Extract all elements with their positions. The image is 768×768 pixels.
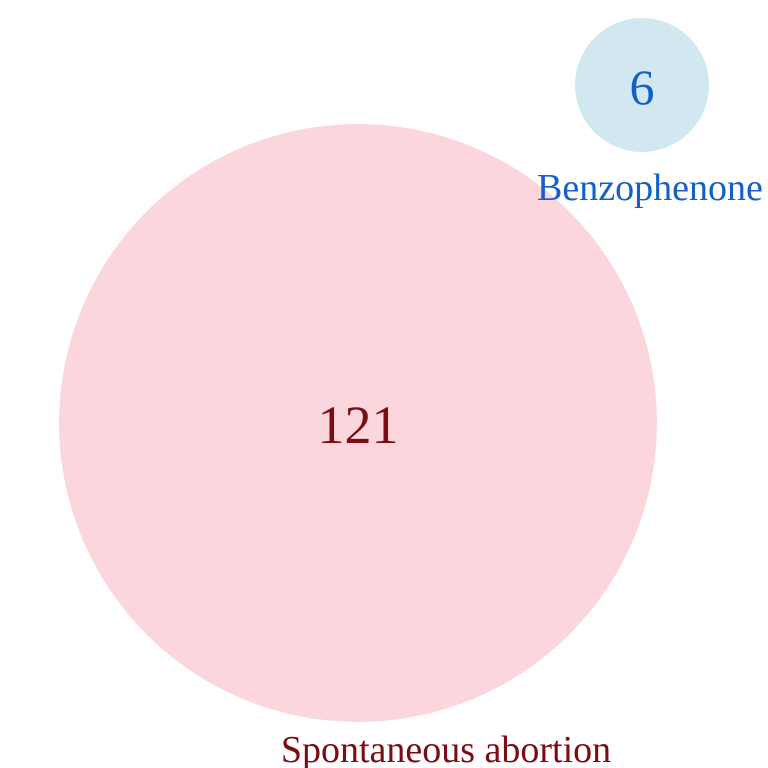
count-spontaneous-abortion: 121 (318, 395, 399, 455)
label-benzophenone: Benzophenone (537, 167, 763, 209)
set-circle-benzophenone (575, 18, 709, 152)
set-circle-spontaneous-abortion (59, 124, 657, 722)
count-benzophenone: 6 (630, 59, 655, 115)
label-spontaneous-abortion: Spontaneous abortion (281, 729, 611, 768)
